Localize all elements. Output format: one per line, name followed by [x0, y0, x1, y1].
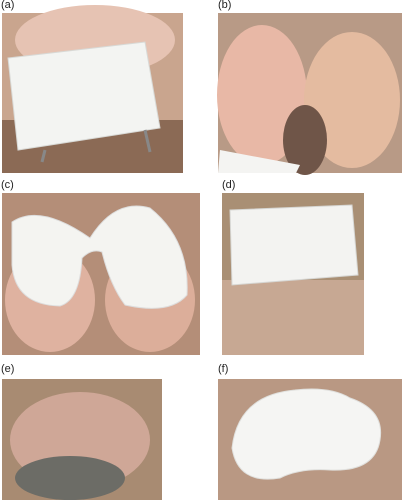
panel-label: (d)	[222, 179, 235, 191]
panel-label: (e)	[1, 363, 14, 375]
panel-d: (d)	[222, 179, 364, 355]
implant-block	[7, 41, 161, 151]
panel-a: (a)	[1, 0, 183, 173]
pin	[40, 149, 47, 163]
panel-label: (c)	[1, 179, 14, 191]
panel-label: (a)	[1, 0, 14, 11]
panel-b: (b)	[217, 0, 402, 175]
condyle	[304, 32, 400, 168]
implant-edge	[218, 150, 300, 173]
tissue	[15, 456, 125, 500]
panel-e: (e)	[1, 363, 162, 500]
pin	[143, 129, 152, 153]
panel-c: (c)	[1, 179, 200, 355]
bone	[222, 280, 364, 355]
panel-label: (b)	[218, 0, 231, 11]
implant-surface	[231, 388, 382, 480]
panel-f: (f)	[218, 363, 402, 500]
notch	[283, 105, 327, 175]
implant-surface	[11, 205, 188, 309]
panel-label: (f)	[218, 363, 228, 375]
implant-block	[229, 204, 359, 286]
